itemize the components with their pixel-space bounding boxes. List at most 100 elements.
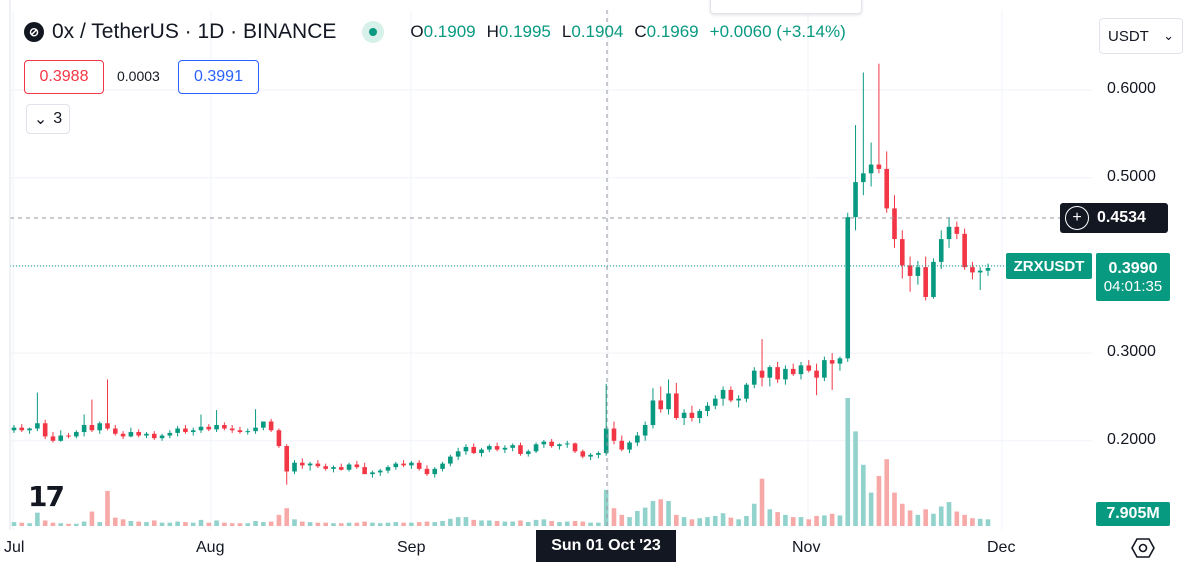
- volume-bar: [97, 522, 103, 526]
- candle: [183, 425, 188, 434]
- candle: [393, 461, 399, 470]
- currency-select[interactable]: USDT ⌄: [1099, 18, 1183, 54]
- open-value: 0.1909: [423, 22, 476, 41]
- candle-body: [229, 428, 235, 431]
- volume-bar: [564, 521, 570, 526]
- volume-bar: [642, 507, 648, 526]
- close-value: 0.1969: [646, 22, 699, 41]
- candle-body: [954, 226, 960, 234]
- candle-body: [829, 360, 835, 364]
- volume-bar: [300, 521, 305, 526]
- candle-body: [323, 466, 328, 469]
- chart-header: ⊘ 0x / TetherUS · 1D · BINANCE O0.1909 H…: [24, 20, 846, 44]
- volume-bar: [183, 522, 188, 526]
- settings-hexagon-icon[interactable]: [1131, 536, 1155, 560]
- candle-body: [455, 451, 461, 457]
- candle: [525, 449, 531, 457]
- candle-body: [105, 423, 110, 429]
- candle-body: [712, 398, 718, 406]
- candle: [105, 379, 110, 431]
- indicator-count: 3: [53, 110, 63, 127]
- candle: [666, 379, 671, 415]
- candle-body: [627, 442, 632, 450]
- crosshair-price-label[interactable]: + 0.4534: [1060, 203, 1168, 233]
- candle-body: [50, 436, 56, 441]
- candle: [362, 462, 367, 475]
- candle: [681, 409, 687, 426]
- indicators-collapse-button[interactable]: ⌄ 3: [26, 104, 70, 134]
- candle-body: [946, 226, 952, 240]
- bar-countdown: 04:01:35: [1103, 277, 1163, 295]
- add-plus-icon[interactable]: +: [1065, 206, 1089, 230]
- candle: [884, 151, 890, 213]
- volume-bar: [276, 514, 282, 526]
- sell-price-button[interactable]: 0.3988: [24, 60, 104, 94]
- candle-body: [985, 268, 991, 271]
- chevron-down-icon: ⌄: [33, 111, 48, 128]
- candle-body: [66, 435, 71, 437]
- candle-body: [409, 462, 414, 466]
- top-toolbar-tab[interactable]: [710, 0, 862, 14]
- volume-bar: [728, 517, 734, 526]
- candle: [954, 221, 960, 240]
- candle: [81, 414, 87, 437]
- candle-body: [42, 423, 48, 437]
- candle-body: [502, 447, 508, 450]
- volume-bar: [416, 522, 422, 526]
- candle: [401, 460, 406, 468]
- buy-price-button[interactable]: 0.3991: [178, 60, 259, 94]
- volume-bar: [938, 506, 944, 526]
- candle: [502, 445, 508, 454]
- candle-body: [268, 421, 274, 431]
- candle: [245, 428, 251, 435]
- volume-bar: [759, 478, 765, 526]
- candle-body: [853, 182, 858, 218]
- volume-bar: [572, 520, 578, 526]
- last-price-label: 0.3990 04:01:35: [1096, 253, 1170, 301]
- price-tick: 0.6000: [1107, 80, 1156, 97]
- candle: [206, 424, 212, 432]
- candle-body: [385, 467, 391, 471]
- volume-bar: [144, 522, 149, 526]
- candle-body: [463, 446, 469, 452]
- candle: [346, 462, 352, 472]
- volume-bar: [50, 522, 56, 526]
- candle: [276, 428, 282, 448]
- symbol-title[interactable]: 0x / TetherUS · 1D · BINANCE: [52, 20, 337, 43]
- tradingview-logo-icon[interactable]: 17: [28, 480, 65, 513]
- candle-body: [564, 443, 570, 445]
- volume-bar: [899, 503, 905, 526]
- volume-bar: [214, 520, 219, 526]
- candle-body: [938, 239, 944, 262]
- candle-body: [370, 472, 375, 475]
- zrx-logo-icon[interactable]: ⊘: [24, 22, 44, 42]
- volume-bar: [338, 523, 344, 526]
- volume-bar: [861, 464, 866, 526]
- candle-body: [767, 367, 773, 378]
- candle: [837, 356, 843, 371]
- candle: [915, 261, 921, 285]
- candle: [627, 440, 632, 454]
- candle-body: [346, 464, 352, 470]
- candle-body: [74, 432, 79, 437]
- candle: [549, 439, 554, 448]
- candle-body: [588, 454, 593, 457]
- volume-bar: [736, 519, 741, 526]
- candle-body: [315, 463, 321, 467]
- market-open-status-icon[interactable]: [362, 21, 385, 43]
- candle-body: [931, 261, 936, 297]
- candle: [222, 422, 227, 431]
- volume-bar: [611, 508, 617, 526]
- candle: [518, 442, 523, 456]
- volume-bar: [136, 521, 141, 526]
- candle: [487, 444, 492, 453]
- candle: [798, 361, 804, 380]
- candle-body: [284, 446, 290, 472]
- candle: [977, 267, 983, 290]
- candle-body: [666, 393, 671, 410]
- volume-bar: [167, 522, 173, 526]
- price-tick: 0.2000: [1107, 431, 1156, 448]
- volume-bar: [81, 521, 87, 526]
- candle: [112, 425, 118, 436]
